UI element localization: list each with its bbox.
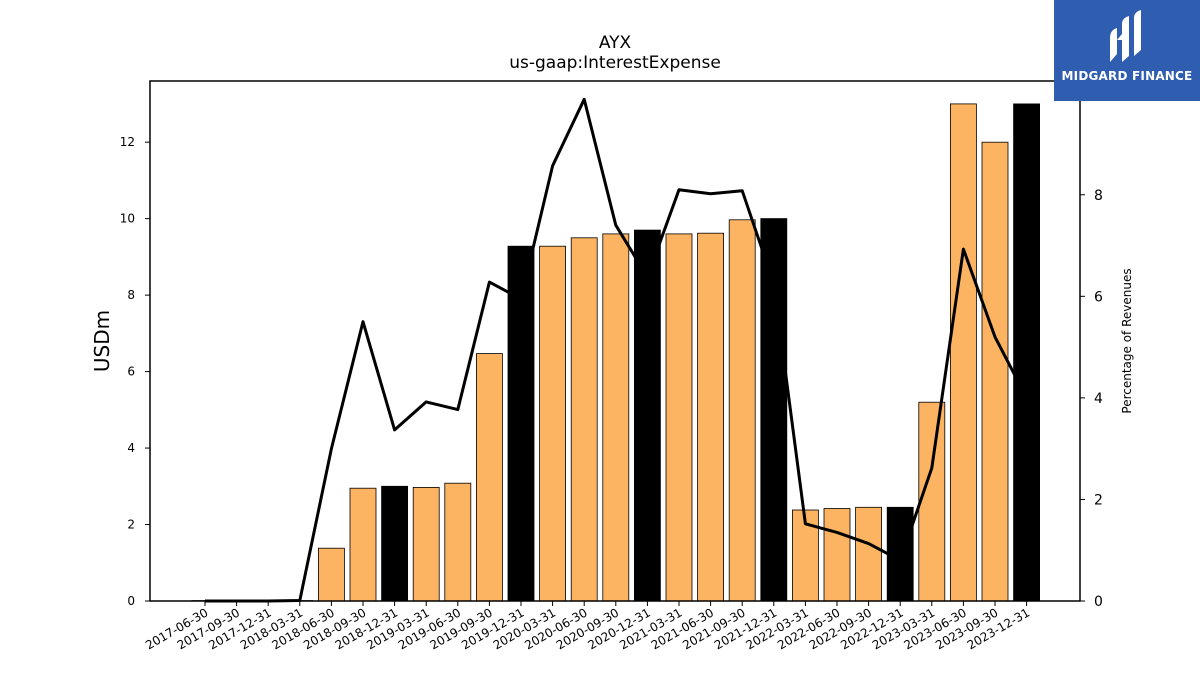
y-axis-right: 0 2 4 6 8 [1080, 188, 1103, 610]
bar-2021-06-30 [697, 232, 724, 602]
y2-axis-label: Percentage of Revenues [1120, 268, 1134, 413]
y-tick-label: 0 [127, 594, 135, 608]
plot-frame [149, 80, 1081, 602]
chart-subtitle: us-gaap:InterestExpense [509, 53, 721, 73]
chart-title: AYX [599, 33, 632, 53]
y-tick-label: 8 [127, 288, 135, 302]
bar-2018-06-30 [317, 547, 345, 602]
midgard-logo-icon [1110, 10, 1141, 62]
brand-logo: MIDGARD FINANCE [1054, 0, 1200, 101]
y-tick-label: 2 [127, 518, 135, 532]
y2-tick-label: 0 [1094, 594, 1103, 610]
bar-2021-12-31 [760, 218, 788, 602]
y2-tick-label: 6 [1094, 289, 1103, 305]
bar-2023-09-30 [981, 141, 1009, 602]
y2-tick-label: 8 [1094, 188, 1103, 204]
bar-2020-12-31 [634, 229, 661, 602]
bar-2019-09-30 [475, 353, 503, 602]
bar-2018-09-30 [349, 487, 377, 602]
x-axis: 2017-06-302017-09-302017-12-312018-03-31… [143, 601, 1032, 652]
y2-tick-label: 2 [1094, 492, 1103, 508]
bar-2021-09-30 [728, 219, 756, 602]
logo-text: MIDGARD FINANCE [1061, 69, 1193, 83]
bar-2020-09-30 [602, 233, 630, 602]
bar-2022-06-30 [823, 508, 851, 602]
bar-2020-03-31 [539, 245, 566, 602]
percentage-line [205, 97, 1028, 603]
y-tick-label: 12 [120, 135, 135, 149]
y2-tick-label: 4 [1094, 391, 1103, 407]
y-tick-label: 4 [127, 441, 135, 455]
bar-2018-12-31 [381, 485, 409, 602]
bar-2023-03-31 [918, 401, 946, 602]
bar-2023-12-31 [1013, 103, 1040, 602]
bar-series [191, 103, 1040, 602]
bar-2019-06-30 [444, 482, 472, 602]
bar-2020-06-30 [570, 237, 598, 602]
bar-2023-06-30 [950, 103, 977, 602]
y-tick-label: 10 [120, 212, 135, 226]
bar-2019-12-31 [507, 245, 535, 602]
y-axis-label: USDm [90, 310, 114, 372]
y-tick-label: 6 [127, 365, 135, 379]
y-axis-left: 0 2 4 6 8 10 12 [120, 135, 150, 608]
bar-2022-09-30 [855, 506, 882, 602]
bar-2019-03-31 [412, 486, 440, 602]
bar-2021-03-31 [665, 233, 693, 602]
